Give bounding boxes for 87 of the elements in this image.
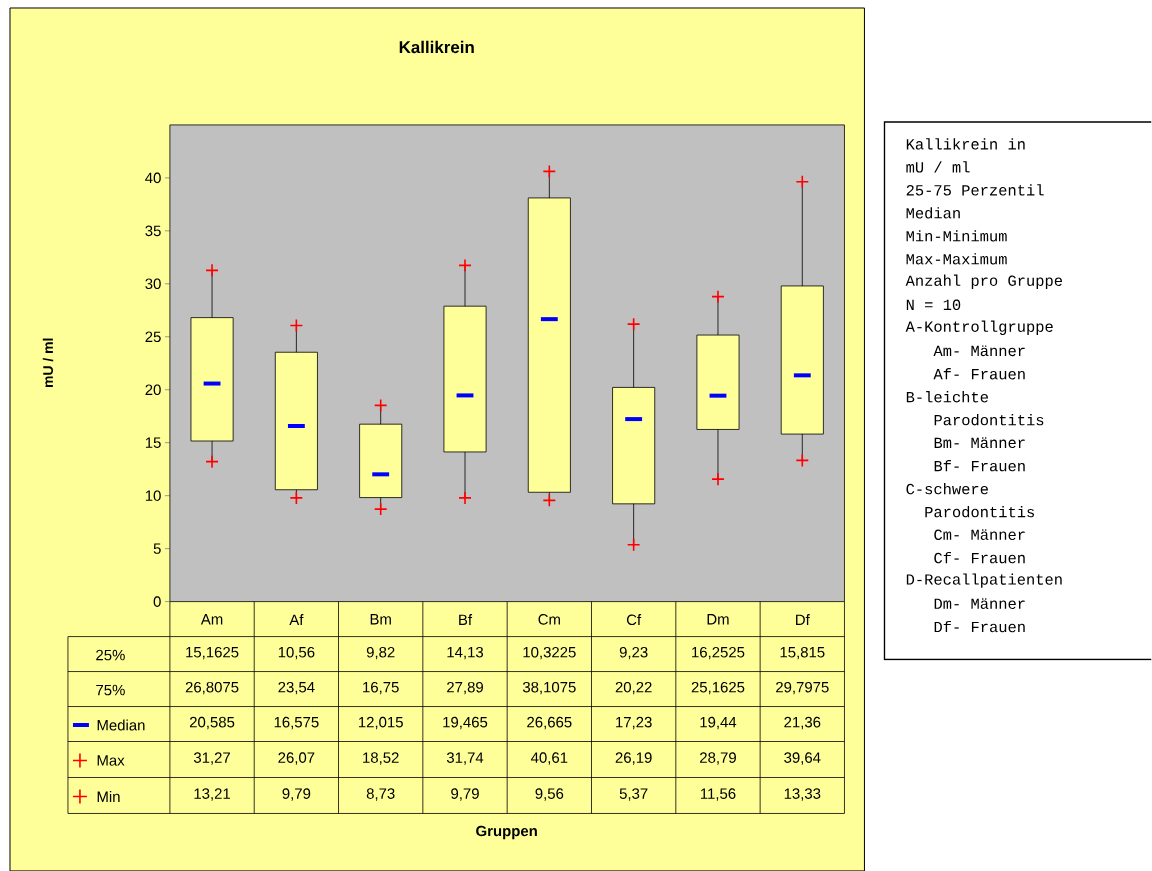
text: Min-Minimum xyxy=(906,229,1007,242)
text: 31,74 xyxy=(446,752,484,765)
text: D-Recallpatienten xyxy=(906,573,1062,588)
chart-title: Kallikrein xyxy=(399,40,474,53)
text: Max xyxy=(97,755,125,766)
y-tick-label: 20 xyxy=(145,384,161,395)
x-tick-label: Bm xyxy=(370,613,391,625)
text: A-Kontrollgruppe xyxy=(905,320,1053,335)
text: 20,585 xyxy=(189,716,235,729)
text: 16,2525 xyxy=(692,646,745,660)
text: 19,465 xyxy=(443,716,488,729)
text: 40,61 xyxy=(530,752,568,765)
text: mU / ml xyxy=(906,161,970,173)
text: 75% xyxy=(96,684,125,696)
text: 12,015 xyxy=(358,716,403,729)
text: N = 10 xyxy=(906,299,961,310)
text: Cf- Frauen xyxy=(934,551,1025,564)
text: Median xyxy=(97,719,145,731)
y-tick-label: 10 xyxy=(145,490,161,501)
text: 11,56 xyxy=(700,788,736,801)
text: 38,1075 xyxy=(522,681,576,695)
text: 26,665 xyxy=(527,716,572,729)
text: Gruppen xyxy=(476,825,537,840)
text: 29,7975 xyxy=(776,681,829,695)
text: Parodontitis xyxy=(925,505,1034,518)
text: 9,79 xyxy=(451,788,479,801)
y-tick-label: 25 xyxy=(145,331,161,342)
x-tick-label: Bf xyxy=(459,613,473,625)
x-tick-label: Cm xyxy=(538,613,560,625)
text: B-leichte xyxy=(906,390,988,403)
x-tick-label: Am xyxy=(200,613,223,625)
text: Cm- Männer xyxy=(934,529,1025,540)
text: 25% xyxy=(96,649,125,661)
text: 31,27 xyxy=(193,752,230,765)
text: 9,23 xyxy=(619,646,648,660)
text: 23,54 xyxy=(278,681,315,695)
text: 17,23 xyxy=(616,716,652,729)
text: 19,44 xyxy=(700,716,737,729)
text: Median xyxy=(906,206,960,219)
text: C-schwere xyxy=(906,482,988,495)
text: Kallikrein in xyxy=(906,138,1025,150)
text: Bm- Männer xyxy=(934,437,1025,448)
text: 10,56 xyxy=(278,646,315,660)
y-tick-label: 40 xyxy=(145,172,161,183)
text: 26,8075 xyxy=(185,681,239,695)
text: 26,19 xyxy=(615,752,652,765)
text: 13,33 xyxy=(784,788,821,801)
text: 39,64 xyxy=(784,752,821,765)
text: 21,36 xyxy=(784,716,821,729)
text: 8,73 xyxy=(366,788,395,801)
text: Af- Frauen xyxy=(933,367,1025,380)
text: 16,75 xyxy=(363,681,399,695)
text: 16,575 xyxy=(274,716,319,729)
text: 15,815 xyxy=(780,646,825,660)
text: 5,37 xyxy=(619,788,648,801)
text: 25,1625 xyxy=(691,681,745,695)
text: 9,79 xyxy=(282,788,311,801)
text: Df- Frauen xyxy=(934,620,1025,633)
y-tick-label: 35 xyxy=(145,225,161,236)
text: Am- Männer xyxy=(933,345,1025,356)
text: 25-75 Perzentil xyxy=(906,184,1044,196)
text: 14,13 xyxy=(447,646,484,660)
text: mU / ml xyxy=(42,338,54,387)
text: 26,07 xyxy=(278,752,315,765)
text: 27,89 xyxy=(447,681,483,695)
text: Dm- Männer xyxy=(934,598,1025,609)
text: 9,82 xyxy=(366,646,395,660)
x-tick-label: Df xyxy=(796,613,810,625)
x-tick-label: Cf xyxy=(626,613,642,625)
text: 20,22 xyxy=(615,681,652,695)
text: Max-Maximum xyxy=(906,252,1007,265)
text: Bf- Frauen xyxy=(934,459,1025,472)
text: 13,21 xyxy=(194,788,230,801)
text: Min xyxy=(97,790,120,802)
y-tick-label: 30 xyxy=(145,278,161,289)
y-tick-label: 5 xyxy=(153,543,161,554)
text: 9,56 xyxy=(535,788,564,801)
text: 18,52 xyxy=(363,752,399,765)
text: 10,3225 xyxy=(523,646,576,660)
text: 28,79 xyxy=(700,752,736,765)
x-tick-label: Af xyxy=(289,613,304,625)
text: Anzahl pro Gruppe xyxy=(905,274,1063,289)
text: Parodontitis xyxy=(934,413,1044,426)
y-tick-label: 15 xyxy=(145,437,161,448)
y-tick-label: 0 xyxy=(153,596,161,607)
text: 15,1625 xyxy=(186,646,239,660)
x-tick-label: Dm xyxy=(707,613,729,625)
